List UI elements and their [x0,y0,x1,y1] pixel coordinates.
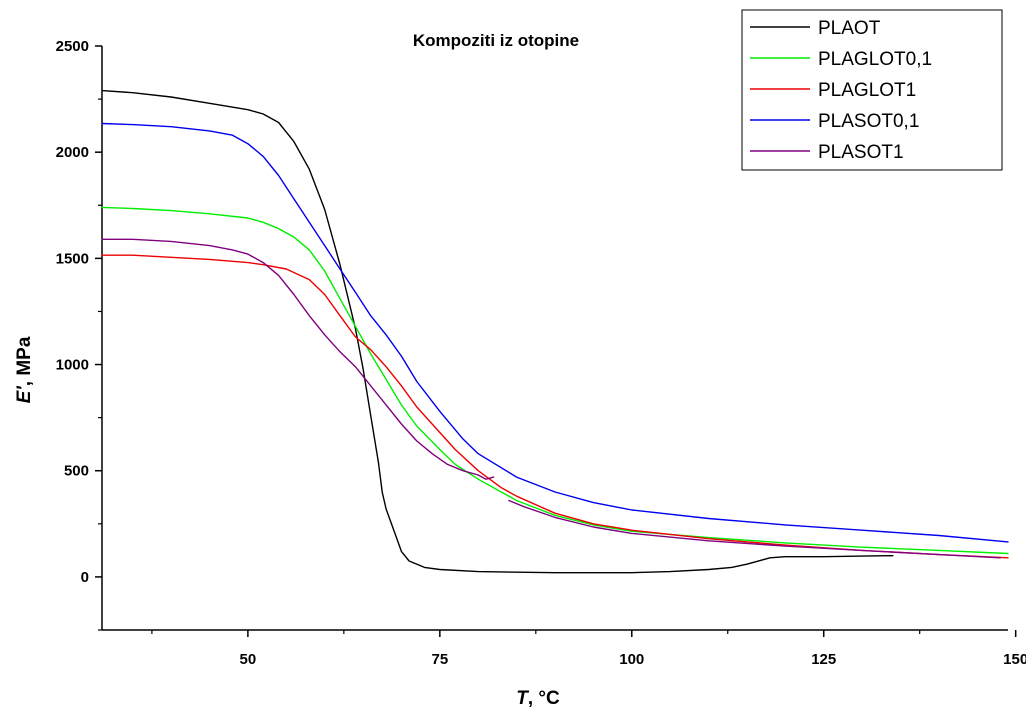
legend-label: PLASOT0,1 [818,111,919,132]
y-tick-label: 2000 [56,144,89,161]
x-tick-label: 50 [240,651,257,668]
axes [101,46,1008,631]
x-axis-label: T, °C [516,688,560,709]
y-axis-label: E', MPa [14,336,35,403]
series-line-plaglot1 [101,254,1009,559]
x-axis-variable: T [516,688,529,709]
y-tick-label: 0 [81,569,89,586]
series-lines [101,89,1009,574]
series-line-plaot [101,89,894,574]
y-tick-label: 1000 [56,357,89,374]
legend: PLAOT PLAGLOT0,1 PLAGLOT1 PLASOT0,1 PLASOT1 [741,9,1003,171]
series-line-plasot0-1 [101,122,1009,543]
x-tick-label: 150 [1003,651,1026,668]
legend-label: PLAGLOT0,1 [818,49,932,70]
y-tick-label: 1500 [56,250,89,267]
y-tick-label: 500 [64,463,89,480]
chart-title: Kompoziti iz otopine [413,31,579,50]
y-axis-unit: , MPa [14,336,35,386]
y-tick-label: 2500 [56,38,89,55]
x-tick-label: 75 [431,651,448,668]
y-ticks: 0 500 1000 1500 2000 2500 [56,38,102,631]
y-axis-variable: E' [14,385,35,404]
x-axis-unit: , °C [528,688,560,709]
legend-label: PLAGLOT1 [818,80,916,101]
legend-box [741,9,1003,171]
series-line-plasot1 [101,238,495,480]
x-tick-label: 100 [619,651,644,668]
series-line-plaglot0-1 [101,206,1009,555]
x-ticks: 50 75 100 125 150 [151,630,1026,668]
series-line-plasot1 [508,499,1001,559]
legend-label: PLAOT [818,18,881,39]
legend-label: PLASOT1 [818,142,904,163]
x-tick-label: 125 [811,651,836,668]
